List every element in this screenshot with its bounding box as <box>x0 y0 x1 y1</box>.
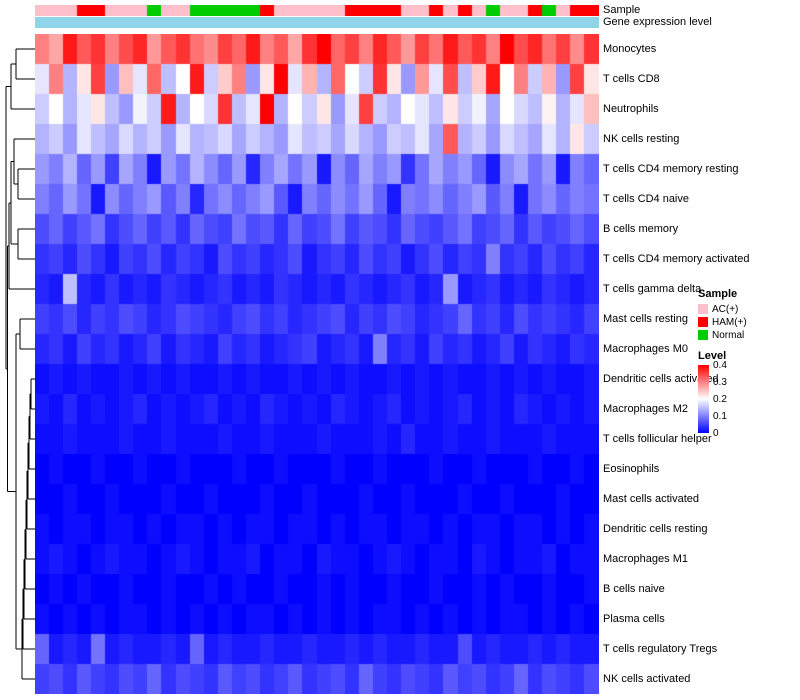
level-tick-label: 0.2 <box>713 394 727 405</box>
row-label: NK cells activated <box>603 673 691 685</box>
legend-item: Normal <box>698 329 747 341</box>
row-labels: Monocytes T cells CD8 Neutrophils NK cells … <box>603 34 750 694</box>
legend-level-block: Level 0.4 0.3 0.2 0.1 0 <box>698 350 747 439</box>
level-tick-label: 0.1 <box>713 411 727 422</box>
row-label: Macrophages M2 <box>603 403 688 415</box>
legend-item-label: HAM(+) <box>712 316 747 328</box>
row-label: T cells CD4 memory resting <box>603 163 739 175</box>
level-gradient-bar <box>698 365 709 433</box>
legend-item-label: AC(+) <box>712 303 739 315</box>
row-label: Neutrophils <box>603 103 659 115</box>
row-label: Dendritic cells activated <box>603 373 719 385</box>
row-label: T cells CD4 naive <box>603 193 689 205</box>
row-label: B cells naive <box>603 583 665 595</box>
level-tick-label: 0 <box>713 428 719 439</box>
level-tick-label: 0.3 <box>713 377 727 388</box>
row-label: T cells regulatory Tregs <box>603 643 718 655</box>
legend-swatch <box>698 317 708 327</box>
row-label: T cells follicular helper <box>603 433 712 445</box>
expression-annotation-bar <box>35 17 599 28</box>
row-label: Dendritic cells resting <box>603 523 708 535</box>
sample-track-label: Sample <box>603 4 641 16</box>
row-label: Eosinophils <box>603 463 660 475</box>
level-colorbar: 0.4 0.3 0.2 0.1 0 <box>698 361 747 439</box>
row-label: T cells CD4 memory activated <box>603 253 750 265</box>
row-label: Macrophages M0 <box>603 343 688 355</box>
row-label: T cells CD8 <box>603 73 660 85</box>
heatmap-canvas <box>35 34 599 694</box>
row-label: NK cells resting <box>603 133 680 145</box>
legend-item: AC(+) <box>698 303 747 315</box>
row-label: T cells gamma delta <box>603 283 702 295</box>
row-label: B cells memory <box>603 223 679 235</box>
row-label: Mast cells activated <box>603 493 699 505</box>
legend-item: HAM(+) <box>698 316 747 328</box>
row-label: Plasma cells <box>603 613 665 625</box>
legend-level-title: Level <box>698 350 727 362</box>
legend-sample-items: AC(+) HAM(+) Normal <box>698 303 747 341</box>
legend-swatch <box>698 304 708 314</box>
expression-track-label: Gene expression level <box>603 16 712 28</box>
row-label: Mast cells resting <box>603 313 688 325</box>
legend: Sample AC(+) HAM(+) Normal Level 0.4 0.3 0.2… <box>698 288 747 439</box>
sample-annotation-bar <box>35 5 599 16</box>
legend-swatch <box>698 330 708 340</box>
row-label: Monocytes <box>603 43 657 55</box>
row-label: Macrophages M1 <box>603 553 688 565</box>
row-dendrogram <box>5 48 35 680</box>
legend-item-label: Normal <box>712 329 745 341</box>
level-tick-label: 0.4 <box>713 360 727 371</box>
legend-sample-title: Sample <box>698 288 738 300</box>
